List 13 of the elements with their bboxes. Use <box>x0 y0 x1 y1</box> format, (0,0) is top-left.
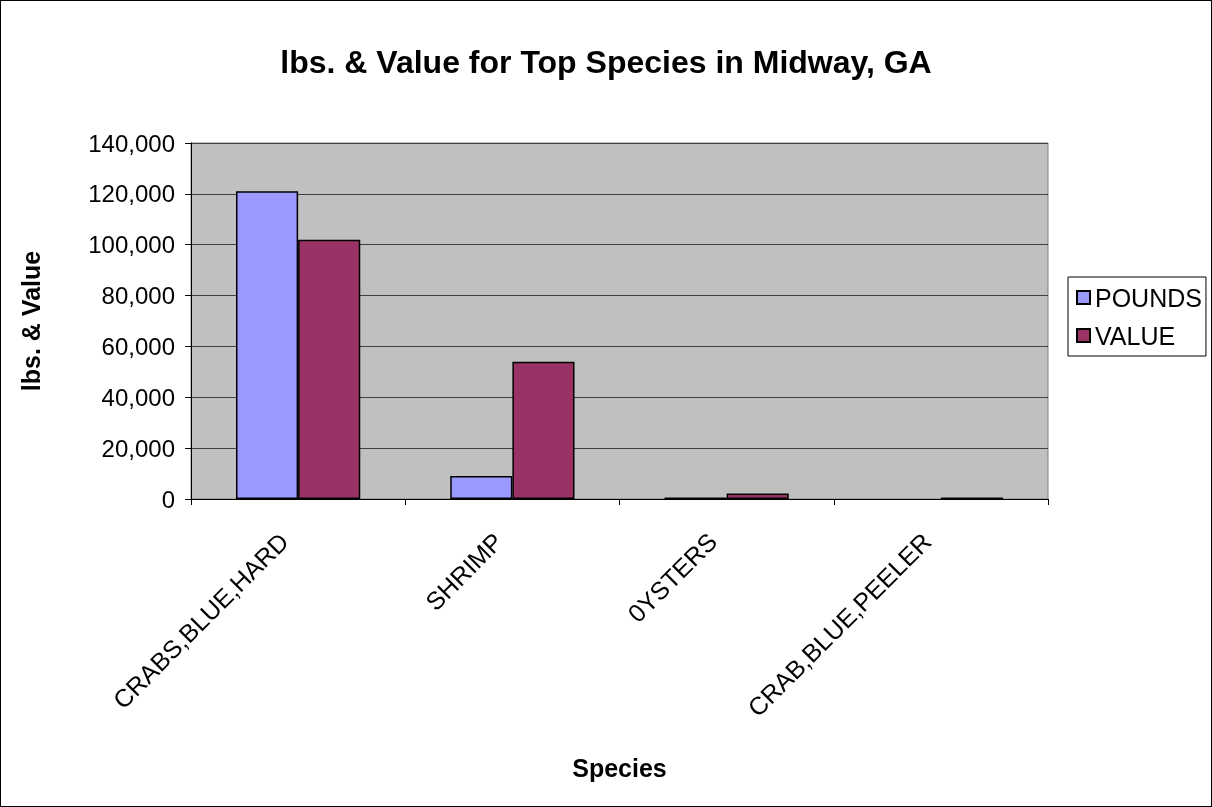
y-tick-label: 60,000 <box>101 332 175 360</box>
y-tick-label: 80,000 <box>101 282 175 310</box>
y-tick-label: 100,000 <box>88 231 175 259</box>
x-axis-title: Species <box>572 753 667 782</box>
y-tick-label: 40,000 <box>101 383 175 411</box>
y-tick-label: 0 <box>161 485 175 513</box>
y-tick-label: 20,000 <box>101 434 175 462</box>
y-axis-title: lbs. & Value <box>16 250 45 392</box>
y-tick-label: 140,000 <box>88 129 175 157</box>
y-tick-label: 120,000 <box>88 180 175 208</box>
legend-label: VALUE <box>1095 321 1176 350</box>
chart-title: lbs. & Value for Top Species in Midway, GA <box>280 44 932 80</box>
legend-label: POUNDS <box>1095 283 1202 312</box>
